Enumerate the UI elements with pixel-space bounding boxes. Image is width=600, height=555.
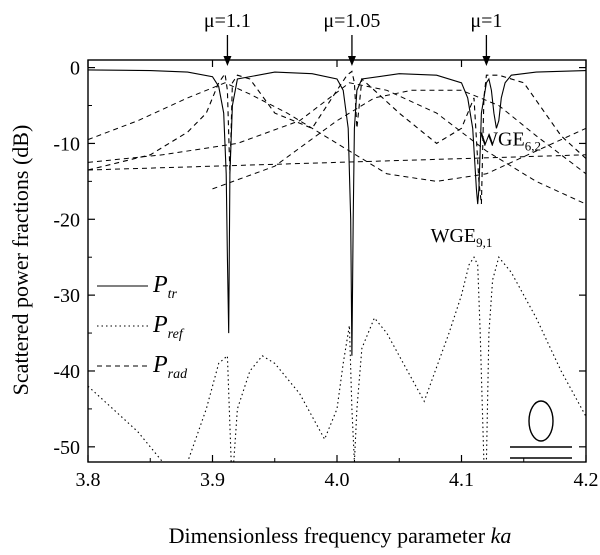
y-tick-label: -30 [53, 285, 80, 307]
y-axis-title: Scattered power fractions (dB) [8, 125, 33, 396]
legend-label-rad: Prad [152, 352, 188, 382]
marker-arrowhead [482, 56, 491, 66]
series-line-ref [87, 256, 587, 463]
wge-annotation: WGE6,2 [479, 129, 541, 154]
wge-annotation: WGE9,1 [431, 225, 493, 250]
x-tick-label: 3.8 [76, 469, 101, 491]
x-axis-title: Dimensionless frequency parameter ka [169, 523, 512, 548]
y-tick-label: -10 [53, 133, 80, 155]
x-tick-label: 4.2 [574, 469, 599, 491]
marker-arrowhead [223, 56, 232, 66]
background-curve-3 [212, 89, 587, 190]
legend-label-tr: Ptr [152, 272, 178, 302]
marker-arrowhead [347, 56, 356, 66]
plot-frame [87, 59, 587, 463]
legend-label-ref: Pref [152, 312, 185, 342]
background-curve-1 [87, 82, 587, 182]
background-curve-4 [87, 154, 587, 171]
x-tick-label: 4.1 [449, 469, 474, 491]
y-tick-label: -20 [53, 209, 80, 231]
y-tick-label: 0 [70, 58, 80, 80]
marker-label: μ=1.05 [323, 10, 380, 32]
x-tick-label: 4.0 [325, 469, 350, 491]
x-tick-label: 3.9 [200, 469, 225, 491]
series-line-tr [87, 69, 587, 356]
series-line-rad [87, 70, 587, 205]
y-tick-label: -40 [53, 361, 80, 383]
marker-label: μ=1 [470, 10, 502, 32]
y-tick-label: -50 [53, 437, 80, 459]
background-curve-2 [87, 82, 587, 205]
resonator-inset [510, 400, 572, 459]
marker-label: μ=1.1 [204, 10, 251, 32]
